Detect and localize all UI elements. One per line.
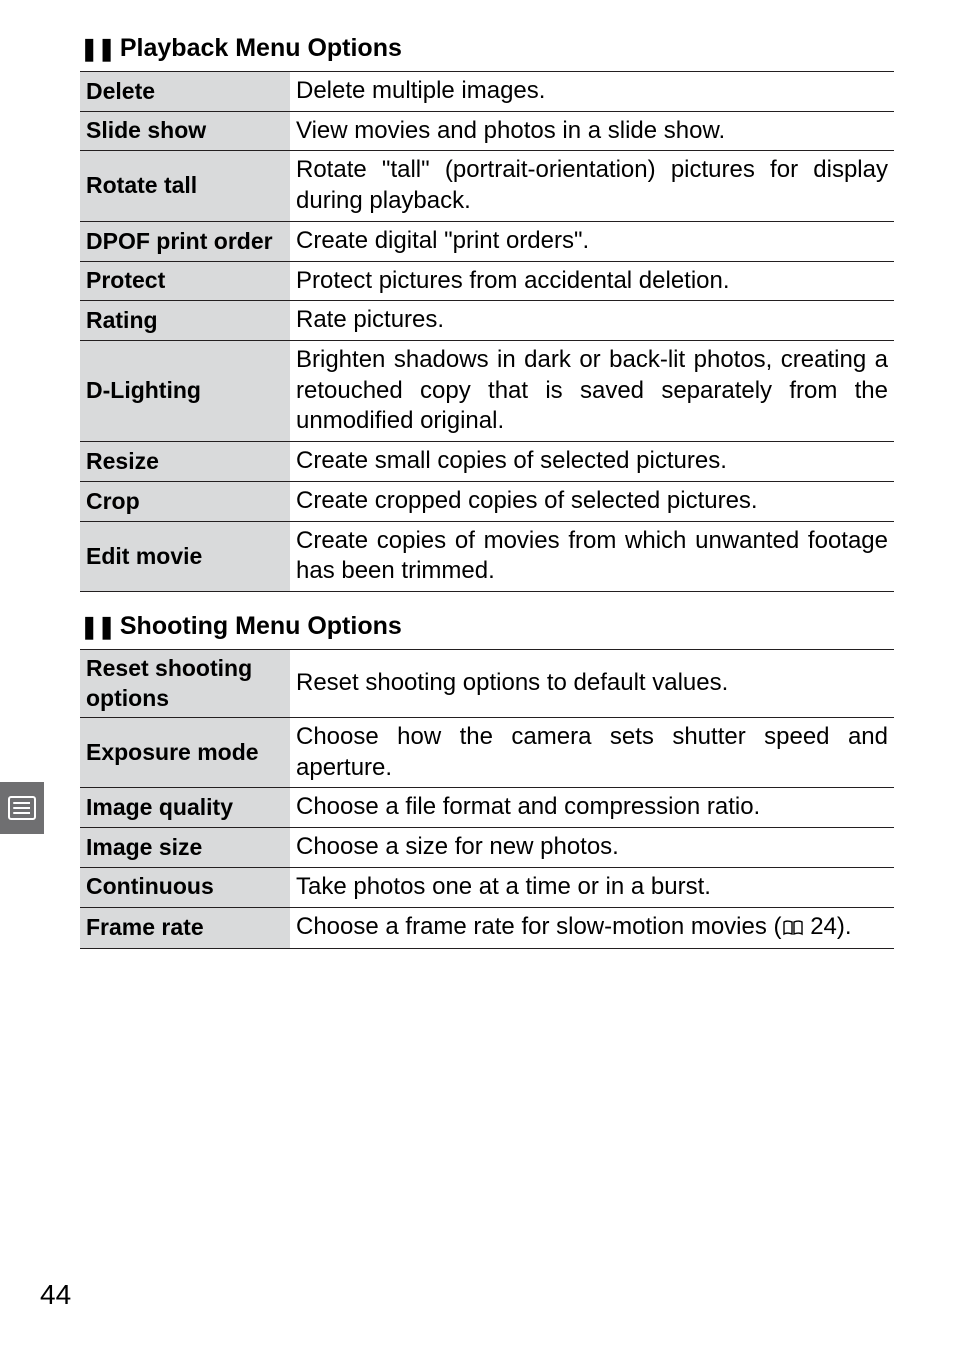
row-label: Reset shooting options xyxy=(80,650,290,718)
row-label: Resize xyxy=(80,442,290,482)
row-label: Crop xyxy=(80,481,290,521)
table-row: Delete Delete multiple images. xyxy=(80,72,894,112)
playback-menu-table: Delete Delete multiple images. Slide sho… xyxy=(80,71,894,592)
row-label: Exposure mode xyxy=(80,717,290,787)
row-label: Image quality xyxy=(80,788,290,828)
row-label: Rotate tall xyxy=(80,151,290,221)
row-label: Continuous xyxy=(80,867,290,907)
row-label: Rating xyxy=(80,301,290,341)
table-row: Rotate tall Rotate "tall" (portrait-orie… xyxy=(80,151,894,221)
row-desc: Choose a frame rate for slow-motion movi… xyxy=(290,907,894,949)
row-label: Slide show xyxy=(80,111,290,151)
table-row: Reset shooting options Reset shooting op… xyxy=(80,650,894,718)
table-row: Frame rate Choose a frame rate for slow-… xyxy=(80,907,894,949)
table-row: Slide show View movies and photos in a s… xyxy=(80,111,894,151)
row-label: D-Lighting xyxy=(80,341,290,442)
table-row: Image quality Choose a file format and c… xyxy=(80,788,894,828)
shooting-menu-table: Reset shooting options Reset shooting op… xyxy=(80,649,894,949)
desc-prefix: Choose a frame rate for slow-motion movi… xyxy=(296,913,782,940)
row-desc: Create small copies of selected pictures… xyxy=(290,442,894,482)
page-number: 44 xyxy=(40,1279,71,1311)
row-desc: Choose how the camera sets shutter speed… xyxy=(290,717,894,787)
table-row: Continuous Take photos one at a time or … xyxy=(80,867,894,907)
row-desc: Choose a file format and compression rat… xyxy=(290,788,894,828)
row-desc: Delete multiple images. xyxy=(290,72,894,112)
row-desc: Protect pictures from accidental deletio… xyxy=(290,261,894,301)
table-row: Crop Create cropped copies of selected p… xyxy=(80,481,894,521)
section-header-shooting: ❚❚ Shooting Menu Options xyxy=(80,612,894,641)
row-label: Edit movie xyxy=(80,521,290,591)
table-row: D-Lighting Brighten shadows in dark or b… xyxy=(80,341,894,442)
table-row: Exposure mode Choose how the camera sets… xyxy=(80,717,894,787)
row-desc: Rate pictures. xyxy=(290,301,894,341)
section-header-playback: ❚❚ Playback Menu Options xyxy=(80,34,894,63)
row-desc: Brighten shadows in dark or back-lit pho… xyxy=(290,341,894,442)
section-marker-icon: ❚❚ xyxy=(80,36,115,62)
side-tab-menu-icon xyxy=(0,782,44,834)
section-marker-icon: ❚❚ xyxy=(80,614,115,640)
section-title: Shooting Menu Options xyxy=(120,612,402,641)
row-desc: Create copies of movies from which unwan… xyxy=(290,521,894,591)
row-desc: Choose a size for new photos. xyxy=(290,828,894,868)
row-label: Image size xyxy=(80,828,290,868)
table-row: Image size Choose a size for new photos. xyxy=(80,828,894,868)
row-desc: Reset shooting options to default values… xyxy=(290,650,894,718)
row-desc: Create cropped copies of selected pictur… xyxy=(290,481,894,521)
table-row: Protect Protect pictures from accidental… xyxy=(80,261,894,301)
page-ref-icon xyxy=(783,914,803,945)
row-desc: Take photos one at a time or in a burst. xyxy=(290,867,894,907)
row-label: Protect xyxy=(80,261,290,301)
page-content: ❚❚ Playback Menu Options Delete Delete m… xyxy=(0,0,954,949)
section-title: Playback Menu Options xyxy=(120,34,402,63)
table-row: Rating Rate pictures. xyxy=(80,301,894,341)
table-row: Resize Create small copies of selected p… xyxy=(80,442,894,482)
row-label: Frame rate xyxy=(80,907,290,949)
table-row: Edit movie Create copies of movies from … xyxy=(80,521,894,591)
desc-ref-num: 24). xyxy=(810,913,851,940)
table-row: DPOF print order Create digital "print o… xyxy=(80,221,894,261)
row-desc: Rotate "tall" (portrait-orientation) pic… xyxy=(290,151,894,221)
row-desc: View movies and photos in a slide show. xyxy=(290,111,894,151)
row-label: DPOF print order xyxy=(80,221,290,261)
row-label: Delete xyxy=(80,72,290,112)
row-desc: Create digital "print orders". xyxy=(290,221,894,261)
